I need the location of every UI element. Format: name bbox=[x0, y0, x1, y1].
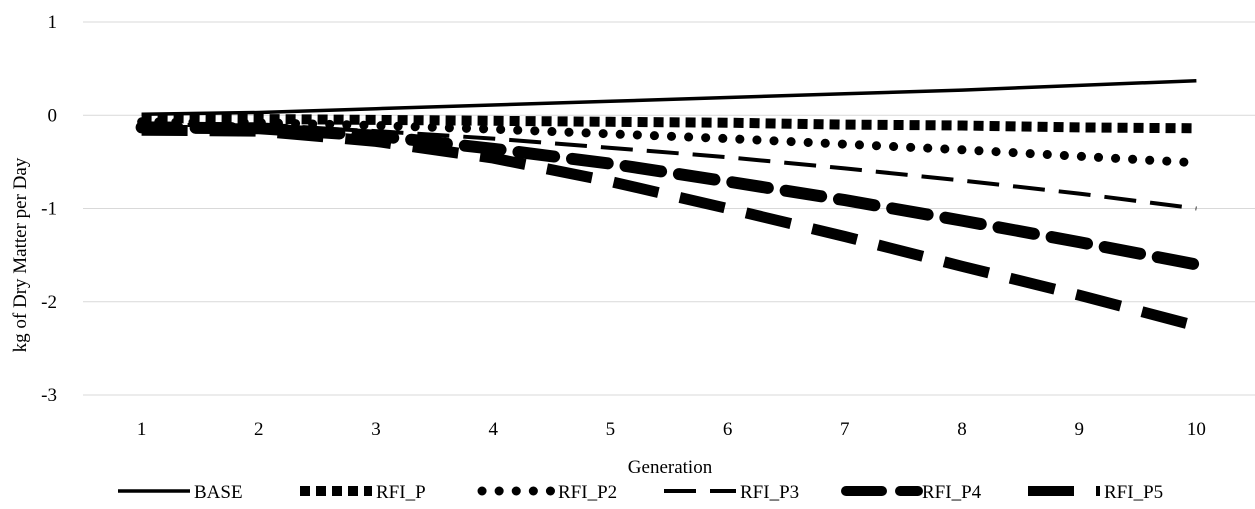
legend-item-base: BASE bbox=[118, 482, 243, 503]
legend-label: RFI_P bbox=[376, 482, 426, 503]
x-tick-label: 1 bbox=[137, 419, 147, 440]
legend-item-rfi-p: RFI_P bbox=[300, 482, 426, 503]
x-tick-label: 6 bbox=[723, 419, 733, 440]
y-tick-label: 1 bbox=[48, 12, 58, 33]
x-tick-label: 2 bbox=[254, 419, 264, 440]
legend-label: RFI_P2 bbox=[558, 482, 617, 503]
x-axis-title: Generation bbox=[628, 457, 713, 478]
legend-item-rfi-p3: RFI_P3 bbox=[664, 482, 799, 503]
x-tick-label: 10 bbox=[1187, 419, 1206, 440]
series-line-base bbox=[141, 78, 1197, 117]
legend: BASE RFI_P RFI_P2 RFI_P3 RFI_P4 RFI_P5 bbox=[118, 482, 1163, 503]
series-line-rfi-p5 bbox=[141, 124, 1198, 332]
y-axis-title: kg of Dry Matter per Day bbox=[10, 157, 31, 352]
gridlines bbox=[83, 21, 1255, 396]
legend-label: RFI_P4 bbox=[922, 482, 982, 503]
series-line-rfi-p2 bbox=[137, 117, 1201, 168]
x-tick-label: 4 bbox=[488, 419, 498, 440]
y-tick-label: -2 bbox=[41, 292, 57, 313]
y-axis-ticks: 1 0 -1 -2 -3 bbox=[41, 12, 57, 406]
legend-label: BASE bbox=[194, 482, 243, 503]
series-line-rfi-p3 bbox=[141, 122, 1197, 211]
legend-item-rfi-p5: RFI_P5 bbox=[1028, 482, 1163, 503]
x-tick-label: 9 bbox=[1074, 419, 1084, 440]
y-tick-label: -1 bbox=[41, 199, 57, 220]
series-lines bbox=[135, 78, 1203, 332]
series-line-rfi-p4 bbox=[135, 121, 1203, 271]
x-tick-label: 7 bbox=[840, 419, 850, 440]
legend-item-rfi-p2: RFI_P2 bbox=[477, 482, 617, 503]
y-tick-label: -3 bbox=[41, 385, 57, 406]
legend-label: RFI_P5 bbox=[1104, 482, 1163, 503]
legend-item-rfi-p4: RFI_P4 bbox=[841, 482, 982, 503]
legend-label: RFI_P3 bbox=[740, 482, 799, 503]
x-tick-label: 5 bbox=[606, 419, 616, 440]
x-tick-label: 3 bbox=[371, 419, 381, 440]
y-tick-label: 0 bbox=[48, 105, 58, 126]
x-axis-ticks: 1 2 3 4 5 6 7 8 9 10 bbox=[137, 419, 1206, 440]
x-tick-label: 8 bbox=[957, 419, 967, 440]
